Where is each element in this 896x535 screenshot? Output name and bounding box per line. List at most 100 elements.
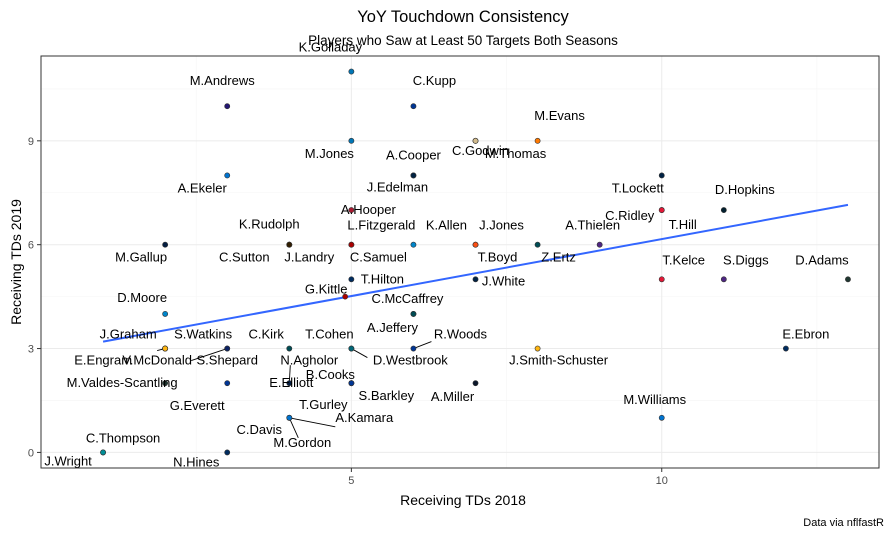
point-t-hilton (348, 276, 355, 283)
label-j-edelman: J.Edelman (367, 179, 428, 194)
point-m-gordon (286, 414, 293, 421)
point-z-ertz (534, 241, 541, 248)
leader-m-gordon (288, 417, 299, 438)
point-a-jeffery (410, 311, 417, 317)
point-a-ekeler (224, 172, 231, 179)
label-t-hill: T.Hill (669, 217, 697, 232)
label-t-gurley: T.Gurley (299, 397, 348, 412)
point-j-edelman (410, 172, 417, 179)
point-e-elliott (286, 380, 293, 387)
label-c-samuel: C.Samuel (350, 250, 407, 265)
label-s-shepard: S.Shepard (197, 353, 258, 368)
label-j-landry: J.Landry (284, 250, 334, 265)
point-t-lockett (658, 172, 665, 179)
label-k-golladay: K.Golladay (299, 40, 363, 55)
point-j-white (472, 276, 479, 283)
label-m-gordon: M.Gordon (273, 435, 331, 450)
label-m-williams: M.Williams (623, 392, 686, 407)
label-a-jeffery: A.Jeffery (367, 320, 419, 335)
label-c-thompson: C.Thompson (86, 430, 160, 445)
point-j-landry (286, 241, 293, 248)
label-c-godwin: C.Godwin (452, 143, 509, 158)
point-m-evans (534, 137, 541, 144)
label-m-gallup: M.Gallup (115, 250, 167, 265)
point-v-mcdonald (162, 345, 169, 352)
point-a-miller (472, 380, 479, 387)
y-tick-label: 6 (28, 240, 34, 252)
label-a-ekeler: A.Ekeler (178, 180, 228, 195)
point-t-kelce (658, 276, 665, 283)
label-a-thielen: A.Thielen (565, 218, 620, 233)
label-m-andrews: M.Andrews (190, 73, 256, 88)
point-d-adams (845, 276, 851, 283)
label-d-hopkins: D.Hopkins (715, 182, 775, 197)
label-t-cohen: T.Cohen (305, 327, 353, 342)
point-j-wright (100, 449, 106, 456)
chart-title: YoY Touchdown Consistency (357, 8, 569, 26)
point-n-hines (224, 449, 231, 456)
point-r-woods (410, 345, 417, 352)
label-j-white: J.White (482, 273, 525, 288)
label-k-rudolph: K.Rudolph (239, 217, 300, 232)
data-points (100, 68, 851, 456)
label-t-lockett: T.Lockett (612, 180, 664, 195)
point-a-thielen (596, 241, 603, 248)
label-z-ertz: Z.Ertz (541, 250, 576, 265)
point-a-hooper (348, 207, 355, 213)
leader-r-woods (413, 341, 432, 349)
point-s-shepard (224, 345, 231, 352)
point-e-ebron (782, 345, 789, 352)
label-n-hines: N.Hines (173, 454, 220, 469)
label-a-cooper: A.Cooper (386, 147, 442, 162)
point-m-gallup (162, 241, 169, 248)
leader-d-westbrook (351, 348, 368, 358)
x-axis-title: Receiving TDs 2018 (400, 492, 526, 508)
label-c-kupp: C.Kupp (413, 73, 456, 88)
point-m-andrews (224, 103, 231, 110)
point-k-allen (410, 241, 417, 248)
label-m-evans: M.Evans (534, 108, 585, 123)
label-c-sutton: C.Sutton (219, 250, 270, 265)
point-c-kupp (410, 103, 417, 110)
x-tick-label: 10 (656, 475, 668, 487)
y-tick-label: 9 (28, 136, 34, 148)
label-n-agholor: N.Agholor (280, 353, 338, 368)
label-m-thomas: M.Thomas (485, 146, 547, 161)
label-a-kamara: A.Kamara (335, 410, 394, 425)
point-j-smith-schuster (534, 345, 541, 352)
label-d-adams: D.Adams (795, 252, 849, 267)
label-g-kittle: G.Kittle (305, 282, 348, 297)
point-n-agholor (286, 345, 293, 352)
point-m-valdes-scantling (162, 380, 169, 387)
point-g-everett (224, 380, 231, 387)
leader-c-kirk (191, 348, 228, 361)
y-tick-label: 0 (28, 447, 34, 459)
label-c-kirk: C.Kirk (249, 327, 285, 342)
x-tick-label: 5 (348, 475, 354, 487)
point-t-boyd (472, 241, 479, 248)
trend-line (102, 203, 849, 343)
leader-a-kamara (289, 417, 336, 428)
point-d-moore (162, 311, 169, 317)
leader-e-elliott (288, 365, 291, 384)
data-source-caption: Data via nflfastR (803, 517, 884, 529)
grid-lines (41, 56, 879, 468)
label-a-miller: A.Miller (431, 389, 475, 404)
label-d-moore: D.Moore (117, 290, 167, 305)
label-c-mccaffrey: C.McCaffrey (371, 291, 443, 306)
label-j-smith-schuster: J.Smith-Schuster (509, 353, 609, 368)
point-k-golladay (348, 68, 355, 75)
label-j-wright: J.Wright (44, 453, 92, 468)
plot-panel: K.Golladay M.Andrews C.Kupp C.Godwin M.Evans… (40, 40, 880, 469)
point-s-diggs (720, 276, 727, 283)
label-j-jones: J.Jones (479, 218, 524, 233)
point-t-hill (658, 207, 665, 213)
label-t-hilton: T.Hilton (361, 271, 404, 286)
label-v-mcdonald: V.McDonald (122, 353, 192, 368)
label-g-everett: G.Everett (170, 398, 225, 413)
point-m-williams (658, 414, 665, 421)
label-t-boyd: T.Boyd (478, 250, 518, 265)
label-t-kelce: T.Kelce (662, 252, 705, 267)
chart-subtitle: Players who Saw at Least 50 Targets Both… (308, 33, 618, 48)
